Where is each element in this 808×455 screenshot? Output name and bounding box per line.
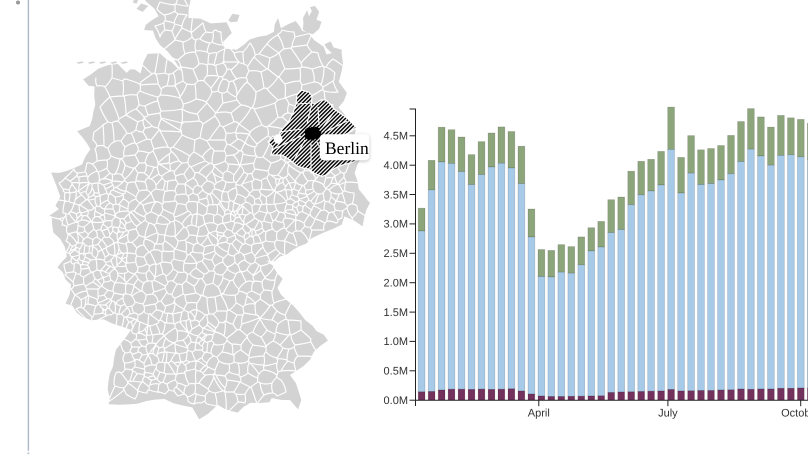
svg-text:1.0M: 1.0M xyxy=(384,336,408,348)
svg-text:1.5M: 1.5M xyxy=(384,307,408,319)
svg-text:April: April xyxy=(528,408,550,420)
svg-text:0.5M: 0.5M xyxy=(384,366,408,378)
svg-text:3.5M: 3.5M xyxy=(384,189,408,201)
svg-text:2.0M: 2.0M xyxy=(384,278,408,290)
svg-text:4.0M: 4.0M xyxy=(384,160,408,172)
svg-text:October: October xyxy=(781,408,808,420)
svg-text:4.5M: 4.5M xyxy=(384,131,408,143)
svg-text:July: July xyxy=(658,408,678,420)
svg-text:Berlin: Berlin xyxy=(325,138,369,158)
svg-text:3.0M: 3.0M xyxy=(384,219,408,231)
svg-text:0.0M: 0.0M xyxy=(384,395,408,407)
svg-text:2.5M: 2.5M xyxy=(384,248,408,260)
